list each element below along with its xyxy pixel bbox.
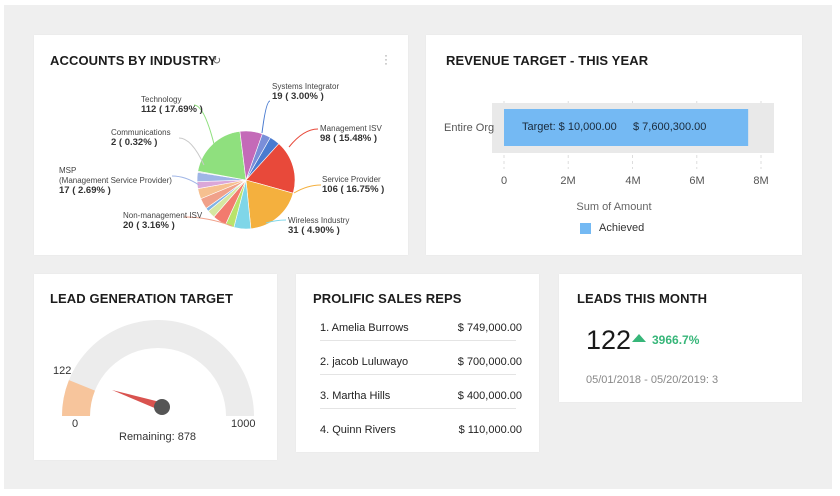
x-axis-title: Sum of Amount [576,201,652,213]
slice-value: 106 ( 16.75% ) [322,184,385,195]
x-tick: 8M [753,175,769,187]
legend-label: Achieved [599,222,645,234]
slice-name: Systems Integrator [272,82,340,91]
table-row[interactable]: 2. jacob Luluwayo $ 700,000.00 [320,345,522,375]
pie-label-non-management-isv: Non-management ISV 20 ( 3.16% ) [123,211,202,231]
slice-name: MSP (Management Service Provider) [59,166,172,185]
card-title: LEAD GENERATION TARGET [50,291,233,306]
pie-slice[interactable] [245,133,271,181]
pie-leader-line [178,137,205,166]
rep-amount: $ 400,000.00 [457,390,522,402]
gauge-value-label: 122 [53,365,72,377]
prolific-sales-reps-card: PROLIFIC SALES REPS 1. Amelia Burrows $ … [296,274,539,452]
gauge-chart [62,320,254,416]
pie-slice[interactable] [245,143,296,194]
achieved-value-label: $ 7,600,300.00 [633,121,707,133]
slice-name: Management ISV [320,124,382,133]
gauge-remaining-label: Remaining: 878 [119,431,197,443]
x-tick: 6M [689,175,705,187]
rep-amount: $ 749,000.00 [457,322,522,334]
bar-achieved[interactable] [504,109,749,146]
slice-value: 2 ( 0.32% ) [111,137,158,148]
card-title: PROLIFIC SALES REPS [313,291,462,306]
table-row[interactable]: 1. Amelia Burrows $ 749,000.00 [320,311,522,341]
x-tick: 0 [500,175,508,187]
category-label: Entire Org [444,122,495,134]
table-row[interactable]: 3. Martha Hills $ 400,000.00 [320,379,522,409]
revenue-target-card: REVENUE TARGET - THIS YEAR Entire Org Ta… [426,35,802,255]
pie-label-service-provider: Service Provider 106 ( 16.75% ) [322,175,384,195]
slice-value: 31 ( 4.90% ) [288,225,340,236]
slice-value: 112 ( 17.69% ) [141,104,203,115]
slice-value: 98 ( 15.48% ) [320,133,378,144]
pie-leader-line [171,175,200,186]
slice-name: Wireless Industry [288,216,350,225]
card-title: ACCOUNTS BY INDUSTRY [50,53,217,68]
kpi-value: 122 [586,325,632,355]
legend-swatch [580,222,591,234]
leads-this-month-card: LEADS THIS MONTH 122 3966.7% 05/01/2018 … [559,274,802,402]
pie-leader-line [288,128,319,148]
kpi-comparison: 05/01/2018 - 05/20/2019: 3 [586,374,719,386]
revenue-bar-chart [492,101,774,169]
pie-leader-line [293,184,322,194]
gauge-needle [112,390,164,412]
gauge-track [62,320,254,416]
legend-item-achieved[interactable]: Achieved [580,222,644,234]
target-label: Target: $ 10,000.00 [522,121,617,133]
pie-leader-line [183,216,233,227]
pie-label-wireless-industry: Wireless Industry 31 ( 4.90% ) [288,216,349,236]
pie-slice[interactable] [197,131,247,181]
kebab-menu-icon[interactable]: · · · [384,48,388,70]
slice-name: Communications [111,128,171,137]
rep-name: 1. Amelia Burrows [320,322,409,334]
card-title: LEADS THIS MONTH [577,291,708,306]
card-title: REVENUE TARGET - THIS YEAR [446,53,649,68]
rep-amount: $ 700,000.00 [457,356,522,368]
pie-label-communications: Communications 2 ( 0.32% ) [111,128,171,148]
gauge-hub [154,399,170,415]
slice-value: 20 ( 3.16% ) [123,220,175,231]
slice-name: Technology [141,95,182,104]
rep-name: 3. Martha Hills [320,390,391,402]
rep-amount: $ 110,000.00 [458,424,522,436]
slice-name: Service Provider [322,175,381,184]
x-tick: 4M [625,175,641,187]
trend-up-icon [632,334,646,342]
table-row[interactable]: 4. Quinn Rivers $ 110,000.00 [320,413,522,443]
gauge-min-label: 0 [72,418,79,430]
kpi-change: 3966.7% [652,333,700,347]
accounts-by-industry-card: ACCOUNTS BY INDUSTRY ↻ · · · Systems Integ… [34,35,408,255]
gauge-max-label: 1000 [231,418,256,430]
pie-label-systems-integrator: Systems Integrator 19 ( 3.00% ) [272,82,339,102]
lead-generation-card: LEAD GENERATION TARGET 122 0 1000 Remain… [34,274,277,460]
pie-slice[interactable] [245,179,294,230]
slice-value: 17 ( 2.69% ) [59,185,111,196]
pie-label-msp: MSP (Management Service Provider) 17 ( 2.… [59,166,172,196]
pie-label-management-isv: Management ISV 98 ( 15.48% ) [320,124,382,144]
slice-value: 19 ( 3.00% ) [272,91,324,102]
x-tick: 2M [560,175,576,187]
pie-leader-line [265,219,287,224]
pie-chart [171,100,322,230]
pie-leader-line [261,100,271,134]
pie-leader-line [193,104,215,145]
refresh-icon[interactable]: ↻ [212,55,222,67]
slice-name: Non-management ISV [123,211,203,220]
pie-label-technology: Technology 112 ( 17.69% ) [141,95,203,115]
rep-name: 4. Quinn Rivers [320,424,396,436]
rep-name: 2. jacob Luluwayo [320,356,409,368]
gauge-fill [62,380,95,416]
